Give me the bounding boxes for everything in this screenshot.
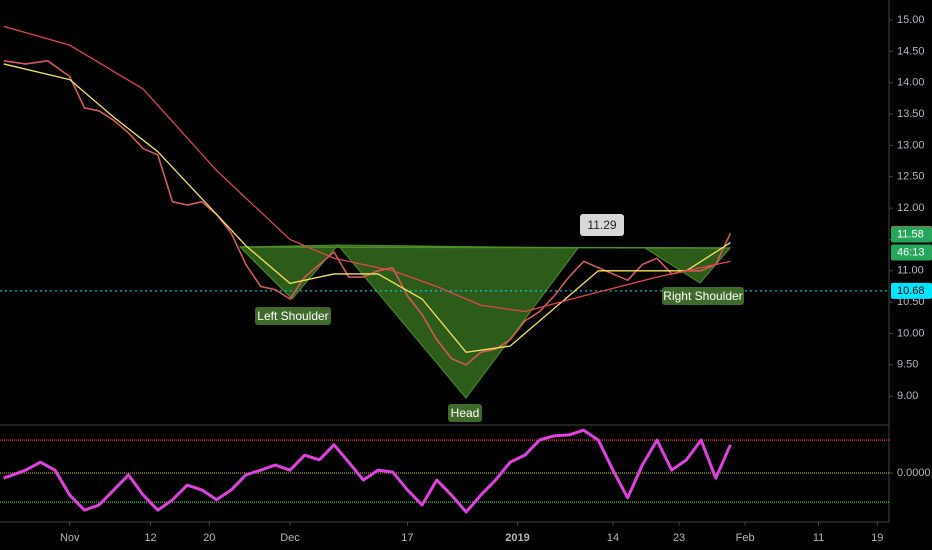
head-shape: [336, 244, 579, 399]
series-line: [3, 63, 731, 353]
price-tag: [891, 226, 932, 243]
y-tick-label: 14.00: [897, 77, 925, 89]
x-tick-label: 19: [871, 532, 883, 544]
series-line: [3, 60, 732, 366]
y-tick-label: 15.00: [897, 14, 925, 26]
annotation-label: Head: [451, 406, 480, 420]
y-tick-label: 11.00: [897, 265, 924, 277]
y-tick-label: 12.50: [897, 171, 925, 183]
annotation-label: Left Shoulder: [257, 309, 328, 323]
series-line: [3, 25, 731, 313]
annotation-label: Right Shoulder: [663, 289, 742, 303]
y-tick-label: 9.50: [897, 359, 918, 371]
annotation-box: [662, 287, 744, 305]
left-shoulder-shape: [238, 244, 340, 300]
annotation-box: [580, 214, 624, 236]
y-tick-label: 13.00: [897, 139, 925, 151]
x-tick-label: Nov: [60, 532, 80, 544]
neckline: [239, 246, 731, 249]
y-tick-label: 9.00: [897, 390, 918, 402]
annotation-box: [255, 307, 331, 325]
y-tick-label: 10.00: [897, 327, 925, 339]
x-tick-label: 14: [607, 532, 619, 544]
price-tag: [891, 282, 932, 299]
y-tick-label: 12.00: [897, 202, 925, 214]
annotation-label: 11.29: [587, 218, 616, 232]
y-tick-label: 13.50: [897, 108, 925, 120]
y-tick-label: 14.50: [897, 45, 925, 57]
x-tick-label: 2019: [505, 532, 529, 544]
x-tick-label: 23: [673, 532, 685, 544]
y-tick-label: 10.50: [897, 296, 925, 308]
price-tag-label: 46:13: [897, 246, 925, 258]
x-tick-label: Dec: [280, 532, 300, 544]
price-tag-label: 11.58: [897, 228, 924, 240]
price-tag: [891, 244, 932, 261]
x-tick-label: Feb: [736, 532, 755, 544]
series-line: [3, 428, 732, 514]
x-tick-label: 11: [813, 532, 824, 544]
x-tick-label: 20: [203, 532, 215, 544]
x-tick-label: 12: [144, 532, 156, 544]
price-tag-label: 10.68: [897, 285, 925, 297]
annotation-box: [448, 404, 482, 422]
x-tick-label: 17: [401, 532, 413, 544]
y-tick-label: 0.0000: [897, 467, 931, 479]
